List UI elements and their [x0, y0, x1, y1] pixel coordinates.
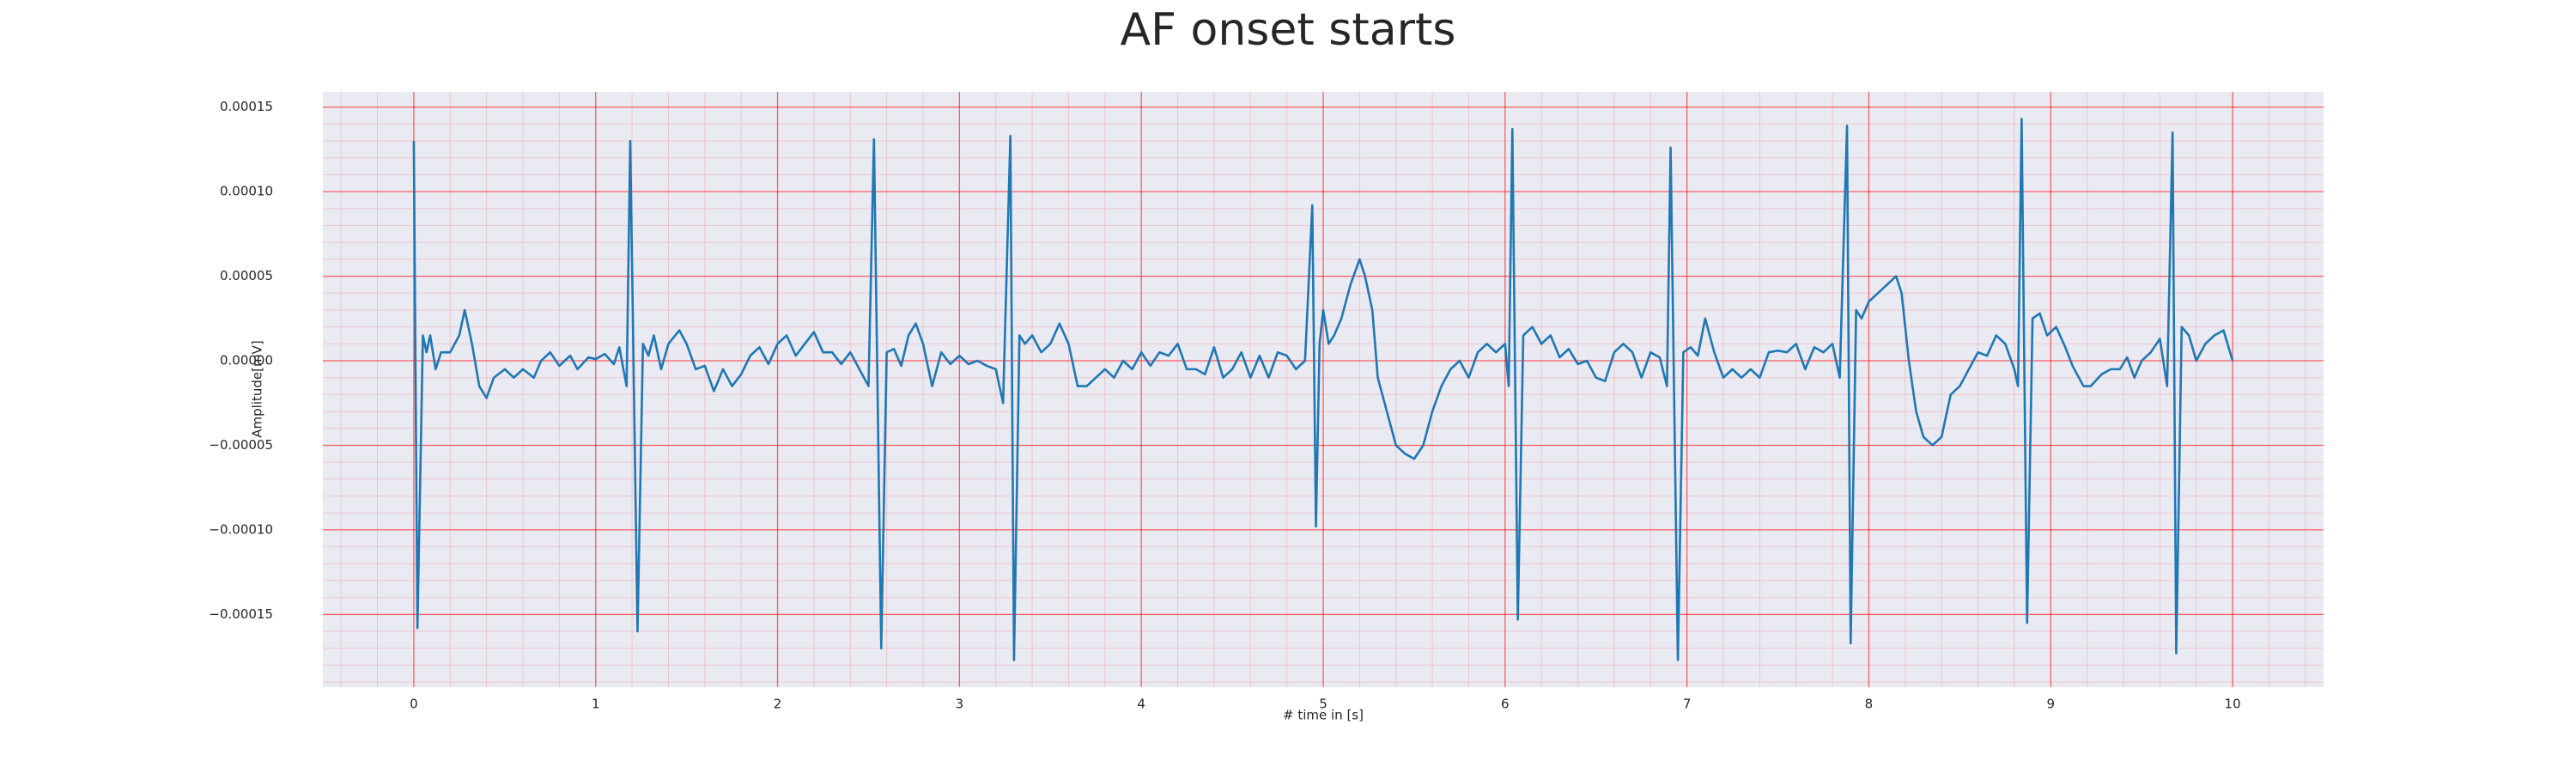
x-tick-label: 10	[2225, 697, 2241, 712]
x-tick-label: 1	[592, 697, 600, 712]
x-tick-label: 2	[774, 697, 782, 712]
x-tick-label: 5	[1319, 697, 1327, 712]
y-tick-label: −0.00010	[209, 521, 273, 537]
y-tick-label: 0.00005	[220, 268, 273, 283]
signal-line	[412, 118, 2234, 661]
y-tick-label: −0.00015	[209, 606, 273, 622]
x-axis-label: # time in [s]	[1283, 708, 1364, 723]
y-tick-label: 0.00000	[220, 353, 273, 368]
x-tick-label: 3	[956, 697, 964, 712]
y-tick-label: 0.00015	[220, 99, 273, 114]
chart-title: AF onset starts	[1121, 4, 1456, 56]
y-axis-label: Amplitude[mV]	[250, 340, 265, 437]
x-tick-label: 4	[1137, 697, 1145, 712]
x-tick-label: 6	[1501, 697, 1510, 712]
x-tick-label: 0	[410, 697, 418, 712]
y-tick-label: 0.00010	[220, 184, 273, 199]
y-tick-label: −0.00005	[209, 437, 273, 453]
x-tick-label: 9	[2046, 697, 2055, 712]
x-tick-label: 8	[1865, 697, 1874, 712]
x-tick-label: 7	[1683, 697, 1692, 712]
